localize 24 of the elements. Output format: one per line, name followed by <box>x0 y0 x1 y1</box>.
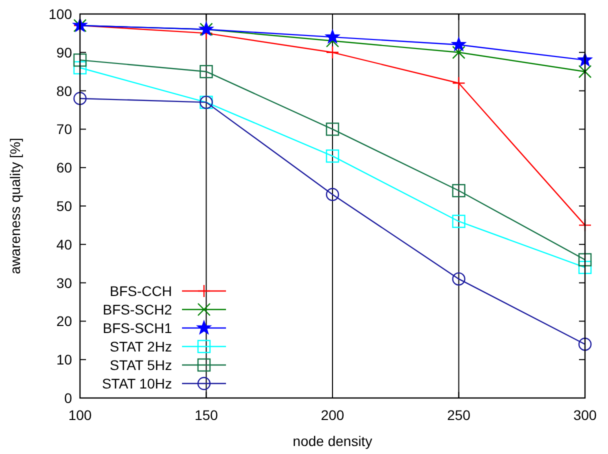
y-tick-label: 80 <box>56 82 72 99</box>
legend-label: BFS-SCH1 <box>102 320 172 336</box>
y-tick-label: 100 <box>48 6 72 22</box>
y-tick-label: 30 <box>56 274 72 291</box>
y-tick-label: 0 <box>64 390 72 406</box>
legend-label: BFS-CCH <box>110 283 172 299</box>
y-tick-label: 20 <box>56 313 72 330</box>
legend-label: BFS-SCH2 <box>102 302 172 318</box>
x-axis-title: node density <box>292 433 372 449</box>
x-tick-label: 150 <box>194 407 218 423</box>
x-tick-label: 100 <box>68 407 92 423</box>
y-tick-label: 10 <box>56 352 72 368</box>
y-tick-label: 50 <box>56 198 72 214</box>
legend-label: STAT 10Hz <box>102 376 172 392</box>
y-tick-label: 60 <box>56 160 72 176</box>
y-tick-label: 70 <box>56 121 72 138</box>
x-tick-label: 250 <box>447 407 471 423</box>
x-tick-label: 300 <box>573 407 597 423</box>
x-tick-label: 200 <box>320 407 344 423</box>
y-tick-label: 90 <box>56 44 72 60</box>
legend-label: STAT 5Hz <box>110 357 172 373</box>
y-axis-title: awareness quality [%] <box>7 138 23 274</box>
y-tick-label: 40 <box>56 236 72 252</box>
legend-label: STAT 2Hz <box>110 338 172 354</box>
